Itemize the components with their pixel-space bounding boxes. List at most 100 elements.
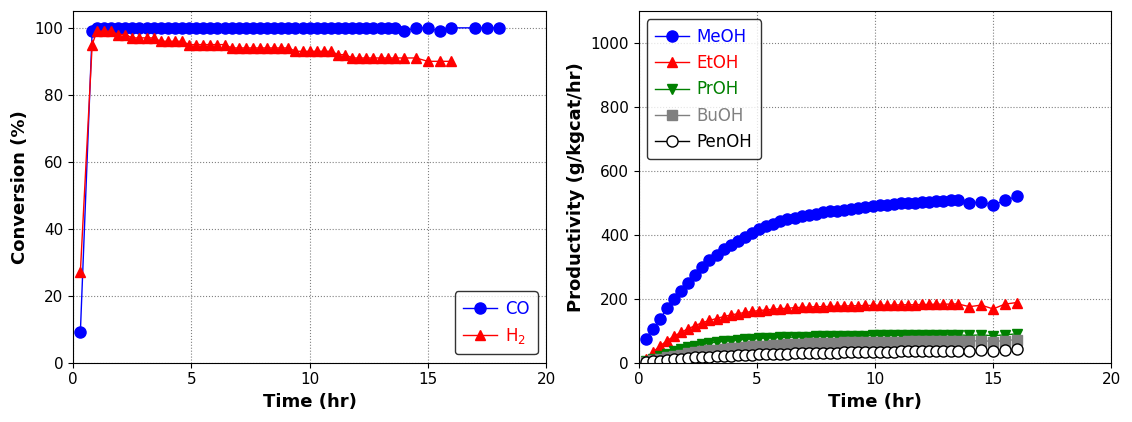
- EtOH: [738, 310, 752, 315]
- EtOH: [887, 303, 901, 308]
- PenOH: [908, 349, 921, 354]
- PrOH: [795, 334, 808, 339]
- H$_2$: [197, 42, 211, 47]
- BuOH: [887, 339, 901, 344]
- BuOH: [975, 338, 988, 343]
- PrOH: [703, 341, 717, 346]
- PrOH: [951, 332, 964, 337]
- PenOH: [851, 349, 865, 354]
- Legend: CO, H$_2$: CO, H$_2$: [455, 291, 538, 354]
- EtOH: [894, 302, 908, 307]
- BuOH: [916, 339, 929, 344]
- PenOH: [760, 352, 773, 357]
- MeOH: [781, 217, 795, 222]
- Line: H$_2$: H$_2$: [76, 26, 456, 277]
- BuOH: [844, 340, 858, 345]
- PenOH: [753, 352, 766, 357]
- PenOH: [717, 353, 730, 358]
- H$_2$: [91, 29, 104, 34]
- BuOH: [936, 338, 950, 344]
- PrOH: [986, 333, 1000, 338]
- PenOH: [866, 349, 880, 354]
- EtOH: [667, 333, 680, 338]
- PenOH: [809, 351, 823, 356]
- PenOH: [788, 351, 801, 356]
- PenOH: [681, 356, 695, 361]
- MeOH: [809, 211, 823, 216]
- PenOH: [844, 350, 858, 355]
- BuOH: [951, 338, 964, 343]
- H$_2$: [147, 35, 161, 41]
- H$_2$: [367, 55, 380, 60]
- EtOH: [717, 314, 730, 319]
- H$_2$: [332, 52, 345, 57]
- H$_2$: [74, 270, 87, 275]
- PrOH: [975, 332, 988, 337]
- CO: [421, 25, 435, 30]
- EtOH: [851, 303, 865, 308]
- BuOH: [859, 340, 873, 345]
- MeOH: [887, 202, 901, 207]
- BuOH: [962, 339, 976, 344]
- PenOH: [773, 351, 787, 356]
- MeOH: [894, 201, 908, 206]
- H$_2$: [360, 55, 374, 60]
- PenOH: [667, 357, 680, 362]
- CO: [295, 25, 309, 30]
- MeOH: [660, 306, 674, 311]
- H$_2$: [380, 55, 394, 60]
- MeOH: [688, 272, 702, 277]
- H$_2$: [85, 42, 98, 47]
- BuOH: [710, 347, 723, 352]
- PenOH: [646, 359, 660, 364]
- EtOH: [844, 303, 858, 308]
- MeOH: [801, 212, 815, 217]
- PrOH: [738, 337, 752, 342]
- PrOH: [916, 333, 929, 338]
- BuOH: [816, 341, 830, 346]
- MeOH: [838, 207, 851, 212]
- PrOH: [660, 351, 674, 356]
- EtOH: [830, 303, 843, 308]
- MeOH: [873, 203, 886, 208]
- PrOH: [838, 333, 851, 338]
- PenOH: [638, 360, 652, 365]
- PrOH: [717, 339, 730, 344]
- BuOH: [688, 349, 702, 354]
- PenOH: [944, 348, 958, 353]
- EtOH: [653, 344, 667, 349]
- EtOH: [880, 303, 893, 308]
- PrOH: [646, 356, 660, 361]
- PrOH: [923, 333, 936, 338]
- MeOH: [851, 205, 865, 210]
- MeOH: [653, 317, 667, 322]
- H$_2$: [225, 46, 239, 51]
- MeOH: [788, 215, 801, 220]
- BuOH: [717, 346, 730, 352]
- PenOH: [801, 351, 815, 356]
- BuOH: [944, 338, 958, 343]
- BuOH: [731, 345, 745, 350]
- MeOH: [795, 214, 808, 219]
- H$_2$: [421, 59, 435, 64]
- MeOH: [986, 203, 1000, 208]
- BuOH: [809, 341, 823, 346]
- BuOH: [880, 339, 893, 344]
- PrOH: [823, 333, 837, 338]
- Legend: MeOH, EtOH, PrOH, BuOH, PenOH: MeOH, EtOH, PrOH, BuOH, PenOH: [646, 19, 761, 160]
- PenOH: [795, 351, 808, 356]
- H$_2$: [338, 52, 352, 57]
- H$_2$: [352, 55, 366, 60]
- Y-axis label: Productivity (g/kgcat/hr): Productivity (g/kgcat/hr): [567, 62, 585, 312]
- H$_2$: [189, 42, 203, 47]
- CO: [367, 25, 380, 30]
- EtOH: [760, 307, 773, 312]
- H$_2$: [111, 32, 125, 37]
- PrOH: [844, 333, 858, 338]
- MeOH: [830, 208, 843, 213]
- CO: [91, 25, 104, 30]
- BuOH: [801, 341, 815, 346]
- CO: [74, 330, 87, 335]
- PrOH: [866, 333, 880, 338]
- EtOH: [773, 306, 787, 311]
